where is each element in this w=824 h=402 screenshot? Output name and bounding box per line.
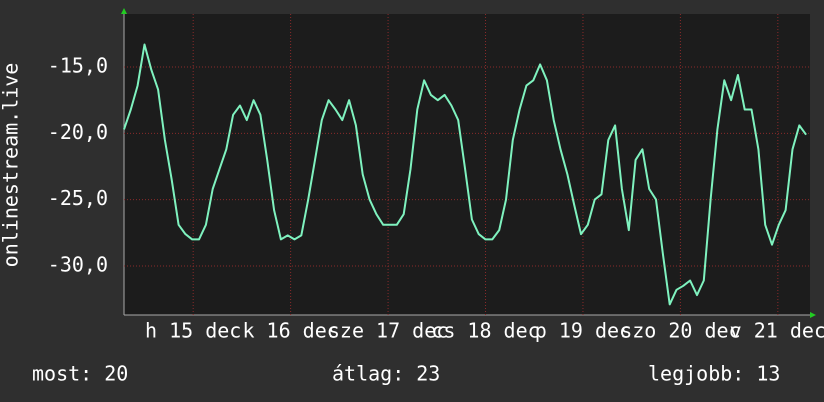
x-tick-label: p 19 dec [535, 319, 631, 343]
y-tick-label: -30,0 [48, 252, 108, 276]
stat-value: 20 [104, 362, 128, 386]
x-tick-label: cs 18 dec [431, 319, 539, 343]
x-tick-label: h 15 dec [145, 319, 241, 343]
x-tick-label: szo 20 dec [620, 319, 740, 343]
y-tick-label: -20,0 [48, 120, 108, 144]
stat-value: 13 [756, 362, 780, 386]
axis-arrow [810, 312, 816, 318]
stat-label: átlag: [332, 362, 404, 386]
stat-label: most: [32, 362, 92, 386]
data-line [123, 43, 807, 306]
x-tick-label: sze 17 dec [328, 319, 448, 343]
stat-label: legjobb: [648, 362, 744, 386]
plot-area [124, 14, 810, 315]
axis-arrow [121, 8, 127, 14]
y-tick-label: -25,0 [48, 186, 108, 210]
y-axis-title: onlinestream.live [0, 63, 23, 268]
y-tick-label: -15,0 [48, 54, 108, 78]
stat-value: 23 [416, 362, 440, 386]
x-tick-label: v 21 dec [730, 319, 824, 343]
x-tick-label: k 16 dec [242, 319, 338, 343]
